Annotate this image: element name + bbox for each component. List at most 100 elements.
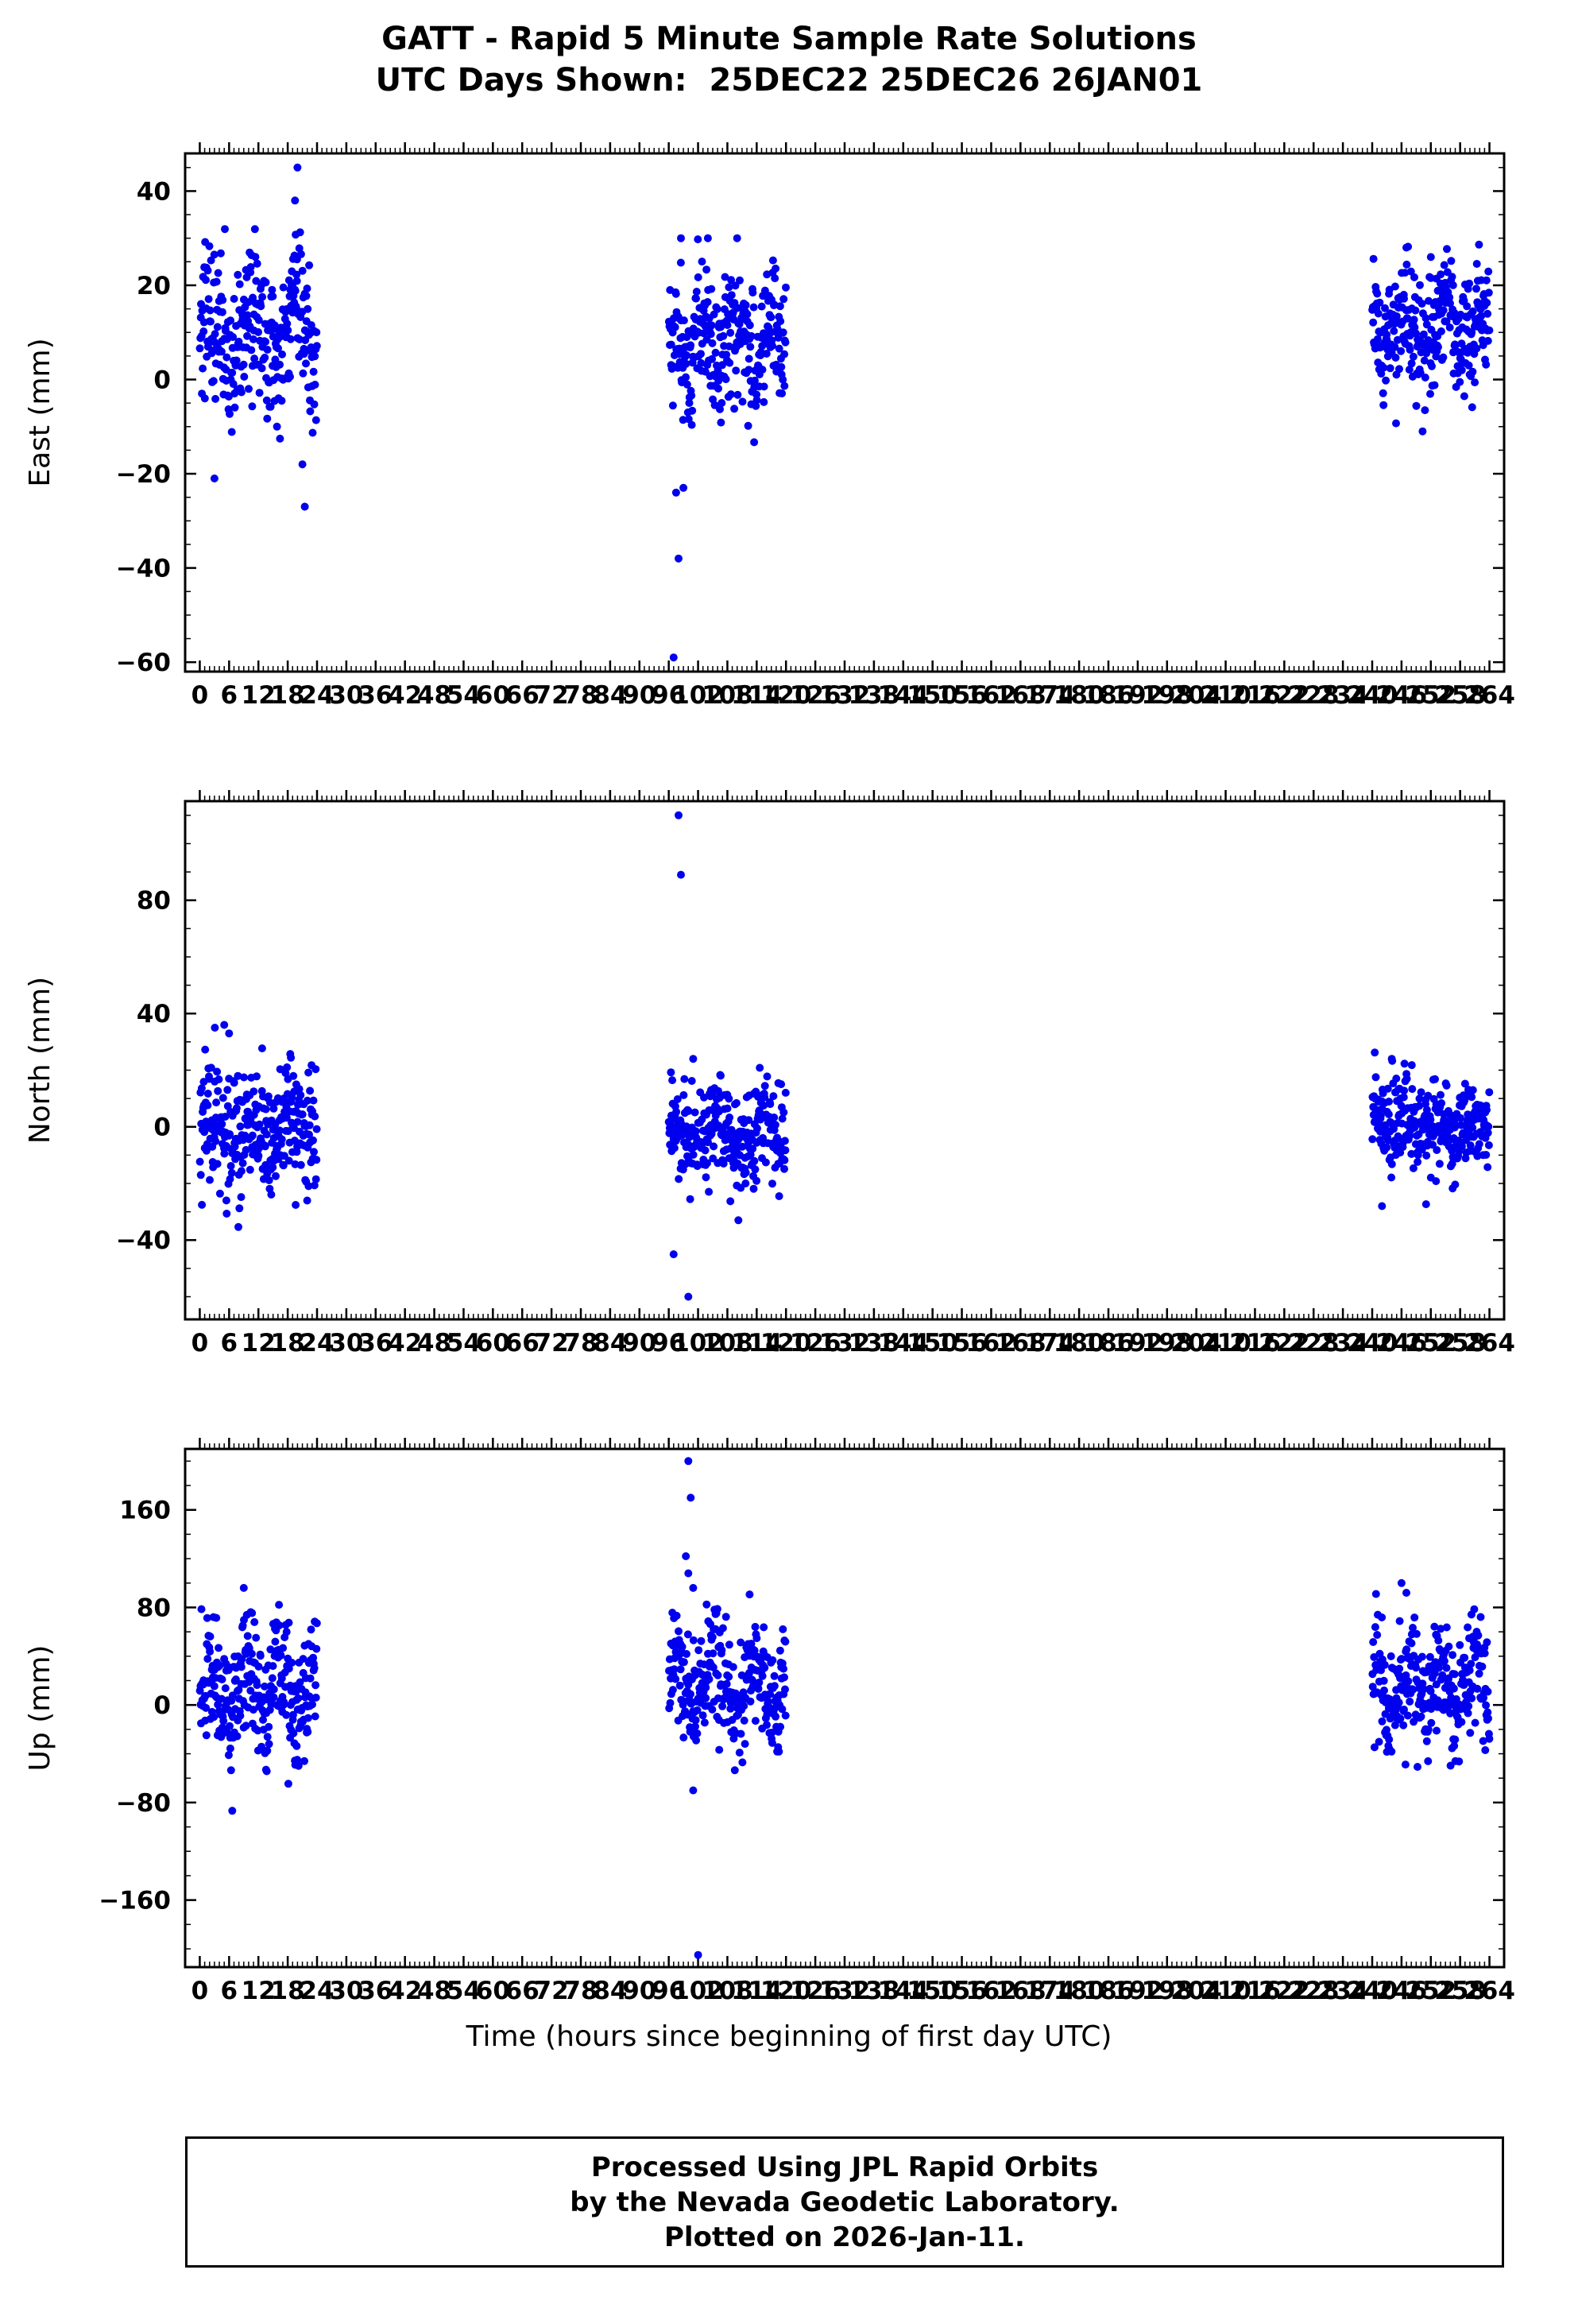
svg-text:252: 252 — [1405, 1329, 1456, 1358]
svg-text:54: 54 — [447, 1329, 481, 1358]
svg-text:126: 126 — [790, 681, 841, 710]
svg-text:126: 126 — [790, 1977, 841, 2005]
svg-text:228: 228 — [1288, 1977, 1340, 2005]
svg-text:78: 78 — [563, 1329, 598, 1358]
svg-text:−40: −40 — [116, 555, 171, 583]
svg-text:78: 78 — [563, 1977, 598, 2005]
svg-text:120: 120 — [760, 1329, 812, 1358]
svg-text:264: 264 — [1464, 1329, 1515, 1358]
svg-text:0: 0 — [191, 1329, 209, 1358]
svg-text:90: 90 — [622, 1329, 656, 1358]
svg-text:192: 192 — [1112, 681, 1164, 710]
svg-text:240: 240 — [1347, 681, 1398, 710]
svg-text:252: 252 — [1405, 1977, 1456, 2005]
up-axis-title: Up (mm) — [24, 1645, 56, 1772]
north-scatter-points — [195, 811, 1494, 1301]
svg-text:−160: −160 — [99, 1887, 171, 1915]
svg-text:216: 216 — [1229, 681, 1281, 710]
svg-text:42: 42 — [388, 681, 422, 710]
svg-text:−80: −80 — [116, 1789, 171, 1818]
svg-text:60: 60 — [476, 681, 510, 710]
svg-text:162: 162 — [965, 1329, 1017, 1358]
up-scatter-points — [195, 1457, 1494, 1959]
svg-text:18: 18 — [271, 1977, 305, 2005]
north-plot-svg: 0 6 12182430364248546066727884909610210811… — [24, 790, 1515, 1358]
svg-text:42: 42 — [388, 1329, 422, 1358]
svg-text:228: 228 — [1288, 1329, 1340, 1358]
svg-text:72: 72 — [535, 1329, 569, 1358]
svg-text:30: 30 — [329, 1977, 363, 2005]
svg-text:192: 192 — [1112, 1977, 1164, 2005]
svg-text:84: 84 — [593, 1977, 627, 2005]
svg-text:0: 0 — [153, 366, 171, 395]
svg-text:−20: −20 — [116, 460, 171, 489]
panel-up: 0 6 12 18 24 30 36 42 48 54 60 66 72 78 84 90 96 102 108 11… — [0, 1379, 1578, 2023]
svg-text:204: 204 — [1170, 1329, 1222, 1358]
svg-text:216: 216 — [1229, 1329, 1281, 1358]
svg-text:108: 108 — [702, 1329, 753, 1358]
svg-text:90: 90 — [622, 1977, 656, 2005]
svg-text:258: 258 — [1434, 681, 1486, 710]
svg-text:90: 90 — [622, 681, 656, 710]
svg-text:0: 0 — [153, 1114, 171, 1142]
svg-text:198: 198 — [1141, 1329, 1193, 1358]
svg-text:138: 138 — [849, 1977, 900, 2005]
svg-text:−60: −60 — [116, 649, 171, 677]
svg-text:0: 0 — [153, 1691, 171, 1720]
svg-text:48: 48 — [417, 1329, 451, 1358]
svg-text:36: 36 — [358, 1977, 393, 2005]
svg-text:24: 24 — [300, 681, 334, 710]
svg-text:12: 12 — [242, 1329, 276, 1358]
svg-text:0: 0 — [191, 681, 209, 710]
svg-text:138: 138 — [849, 1329, 900, 1358]
svg-text:48: 48 — [417, 1977, 451, 2005]
svg-text:0: 0 — [191, 1977, 209, 2005]
chart-title-line1: GATT - Rapid 5 Minute Sample Rate Soluti… — [381, 21, 1197, 57]
svg-text:114: 114 — [731, 1329, 783, 1358]
svg-text:120: 120 — [760, 681, 812, 710]
svg-text:80: 80 — [137, 887, 171, 916]
svg-text:264: 264 — [1464, 1977, 1515, 2005]
svg-text:258: 258 — [1434, 1977, 1486, 2005]
svg-text:174: 174 — [1024, 1329, 1076, 1358]
svg-text:168: 168 — [995, 681, 1046, 710]
svg-text:204: 204 — [1170, 1977, 1222, 2005]
svg-text:84: 84 — [593, 1329, 627, 1358]
north-axis-title: North (mm) — [24, 977, 56, 1144]
svg-text:228: 228 — [1288, 681, 1340, 710]
svg-text:258: 258 — [1434, 1329, 1486, 1358]
svg-text:150: 150 — [907, 681, 958, 710]
svg-text:12: 12 — [242, 681, 276, 710]
svg-text:180: 180 — [1054, 1977, 1105, 2005]
svg-text:78: 78 — [563, 681, 598, 710]
svg-text:132: 132 — [819, 1977, 871, 2005]
svg-text:54: 54 — [447, 1977, 481, 2005]
svg-text:210: 210 — [1200, 681, 1251, 710]
svg-text:150: 150 — [907, 1977, 958, 2005]
svg-text:72: 72 — [535, 681, 569, 710]
svg-text:42: 42 — [388, 1977, 422, 2005]
svg-text:114: 114 — [731, 681, 783, 710]
svg-text:36: 36 — [358, 1329, 393, 1358]
svg-text:48: 48 — [417, 681, 451, 710]
svg-text:12: 12 — [242, 1977, 276, 2005]
svg-text:204: 204 — [1170, 681, 1222, 710]
svg-text:162: 162 — [965, 681, 1017, 710]
svg-text:102: 102 — [672, 1329, 724, 1358]
svg-text:66: 66 — [505, 1329, 540, 1358]
svg-text:66: 66 — [505, 1977, 540, 2005]
svg-text:180: 180 — [1054, 681, 1105, 710]
svg-text:198: 198 — [1141, 1977, 1193, 2005]
footer-line1: Processed Using JPL Rapid Orbits — [590, 2152, 1099, 2183]
svg-text:24: 24 — [300, 1329, 334, 1358]
svg-text:210: 210 — [1200, 1977, 1251, 2005]
svg-text:210: 210 — [1200, 1329, 1251, 1358]
svg-text:20: 20 — [137, 272, 171, 300]
svg-text:198: 198 — [1141, 681, 1193, 710]
svg-text:6: 6 — [221, 1977, 238, 2005]
svg-text:54: 54 — [447, 681, 481, 710]
svg-text:60: 60 — [476, 1977, 510, 2005]
svg-text:168: 168 — [995, 1329, 1046, 1358]
footer-box: Processed Using JPL Rapid Orbits by the … — [185, 2136, 1504, 2268]
svg-text:216: 216 — [1229, 1977, 1281, 2005]
